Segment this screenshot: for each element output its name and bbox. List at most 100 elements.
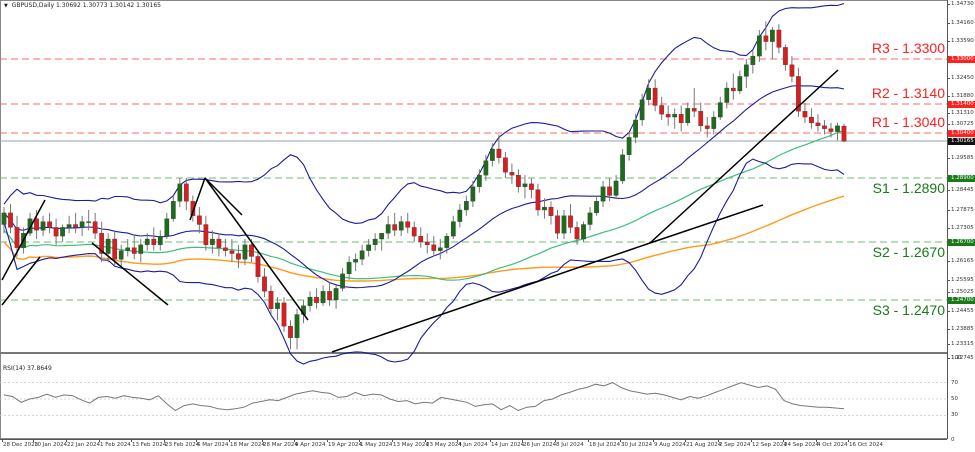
price-tag: 1.26700 bbox=[948, 239, 975, 246]
bear-candle bbox=[8, 212, 13, 228]
date-label: 16 Oct 2024 bbox=[849, 442, 884, 448]
bull-candle bbox=[118, 250, 124, 260]
price-tick bbox=[947, 190, 950, 191]
dropdown-arrow-icon[interactable]: ▼ bbox=[4, 3, 8, 9]
bear-candle bbox=[698, 111, 704, 126]
price-tick bbox=[947, 311, 950, 312]
bear-candle bbox=[249, 244, 254, 257]
bear-candle bbox=[828, 128, 834, 132]
date-tick bbox=[327, 439, 328, 442]
date-tick bbox=[425, 439, 426, 442]
date-label: 23 May 2024 bbox=[426, 442, 462, 448]
bull-candle bbox=[633, 119, 638, 138]
rsi-title: RSI(14) 37.8649 bbox=[3, 365, 52, 372]
date-tick bbox=[653, 439, 654, 442]
bull-candle bbox=[40, 221, 46, 231]
date-tick bbox=[555, 439, 556, 442]
price-tick bbox=[947, 23, 950, 24]
bull-candle bbox=[639, 99, 645, 121]
bull-candle bbox=[86, 221, 92, 223]
trendline[interactable] bbox=[204, 177, 243, 216]
candlesticks bbox=[1, 21, 847, 350]
bull-candle bbox=[457, 209, 463, 222]
bear-candle bbox=[405, 221, 411, 228]
bull-candle bbox=[353, 259, 358, 263]
support-label: S2 - 1.2670 bbox=[872, 244, 945, 260]
bollinger-upper bbox=[3, 2, 845, 224]
rsi-scale-label: 30 bbox=[951, 412, 958, 419]
price-tick-label: 1.28445 bbox=[951, 187, 974, 193]
bear-candle bbox=[47, 221, 52, 228]
bear-candle bbox=[53, 227, 59, 237]
bear-candle bbox=[236, 253, 241, 260]
price-tick-label: 1.31880 bbox=[951, 93, 974, 99]
date-tick bbox=[816, 439, 817, 442]
trendline[interactable] bbox=[204, 177, 309, 321]
bear-candle bbox=[203, 224, 209, 245]
date-tick bbox=[196, 439, 197, 442]
rsi-scale-label: 50 bbox=[951, 396, 958, 402]
bull-candle bbox=[340, 273, 345, 289]
bull-candle bbox=[398, 221, 404, 231]
price-tick bbox=[947, 4, 950, 5]
bull-candle bbox=[444, 235, 450, 248]
bull-candle bbox=[561, 215, 567, 234]
bull-candle bbox=[27, 218, 33, 234]
date-label: 4 Oct 2024 bbox=[817, 442, 848, 448]
bull-candle bbox=[770, 29, 775, 42]
bear-candle bbox=[555, 215, 560, 234]
bull-candle bbox=[743, 64, 749, 77]
bear-candle bbox=[92, 221, 98, 234]
date-label: 8 Jul 2024 bbox=[556, 442, 584, 448]
bull-candle bbox=[320, 291, 326, 304]
bear-candle bbox=[229, 250, 235, 254]
bear-candle bbox=[516, 174, 521, 187]
bear-candle bbox=[822, 125, 827, 129]
price-tick bbox=[947, 41, 950, 42]
trendline[interactable] bbox=[1, 256, 41, 306]
resistance-label: R3 - 1.3300 bbox=[871, 40, 945, 56]
bull-candle bbox=[157, 235, 163, 245]
bollinger-middle bbox=[3, 85, 845, 289]
bear-candle bbox=[314, 296, 319, 304]
moving-averages bbox=[3, 129, 845, 282]
date-label: 4 Jun 2024 bbox=[458, 442, 488, 448]
bear-candle bbox=[841, 125, 847, 142]
trendline[interactable] bbox=[1, 199, 46, 281]
date-label: 18 Jul 2024 bbox=[589, 442, 621, 448]
bull-candle bbox=[587, 212, 593, 225]
price-tick-label: 1.29585 bbox=[951, 155, 974, 161]
price-tick bbox=[947, 124, 950, 125]
bull-candle bbox=[333, 288, 339, 301]
bull-candle bbox=[177, 183, 183, 202]
trendline[interactable] bbox=[649, 69, 839, 244]
bull-candle bbox=[79, 221, 85, 228]
price-tick-label: 1.26165 bbox=[951, 258, 974, 264]
bear-candle bbox=[568, 215, 573, 228]
price-tick bbox=[947, 344, 950, 345]
bear-candle bbox=[574, 227, 580, 240]
bull-candle bbox=[626, 137, 632, 155]
support-label: S1 - 1.2890 bbox=[872, 180, 945, 196]
bull-candle bbox=[437, 247, 443, 251]
date-label: 13 May 2024 bbox=[393, 442, 429, 448]
date-tick bbox=[164, 439, 165, 442]
date-tick bbox=[588, 439, 589, 442]
bear-candle bbox=[392, 224, 398, 231]
date-tick bbox=[33, 439, 34, 442]
date-label: 21 Aug 2024 bbox=[686, 442, 722, 448]
trendline[interactable] bbox=[331, 242, 651, 353]
date-tick bbox=[457, 439, 458, 442]
trendline[interactable] bbox=[91, 242, 169, 306]
rsi-scale-label: 0 bbox=[951, 437, 955, 443]
date-label: 1 Feb 2024 bbox=[100, 442, 131, 448]
date-label: 26 Jun 2024 bbox=[523, 442, 557, 448]
bull-candle bbox=[685, 108, 691, 124]
trendline[interactable] bbox=[649, 204, 764, 244]
price-tick-label: 1.34160 bbox=[951, 20, 974, 26]
bear-candle bbox=[809, 116, 814, 124]
bear-candle bbox=[691, 108, 697, 112]
date-tick bbox=[2, 439, 3, 442]
trendline[interactable] bbox=[189, 177, 206, 221]
